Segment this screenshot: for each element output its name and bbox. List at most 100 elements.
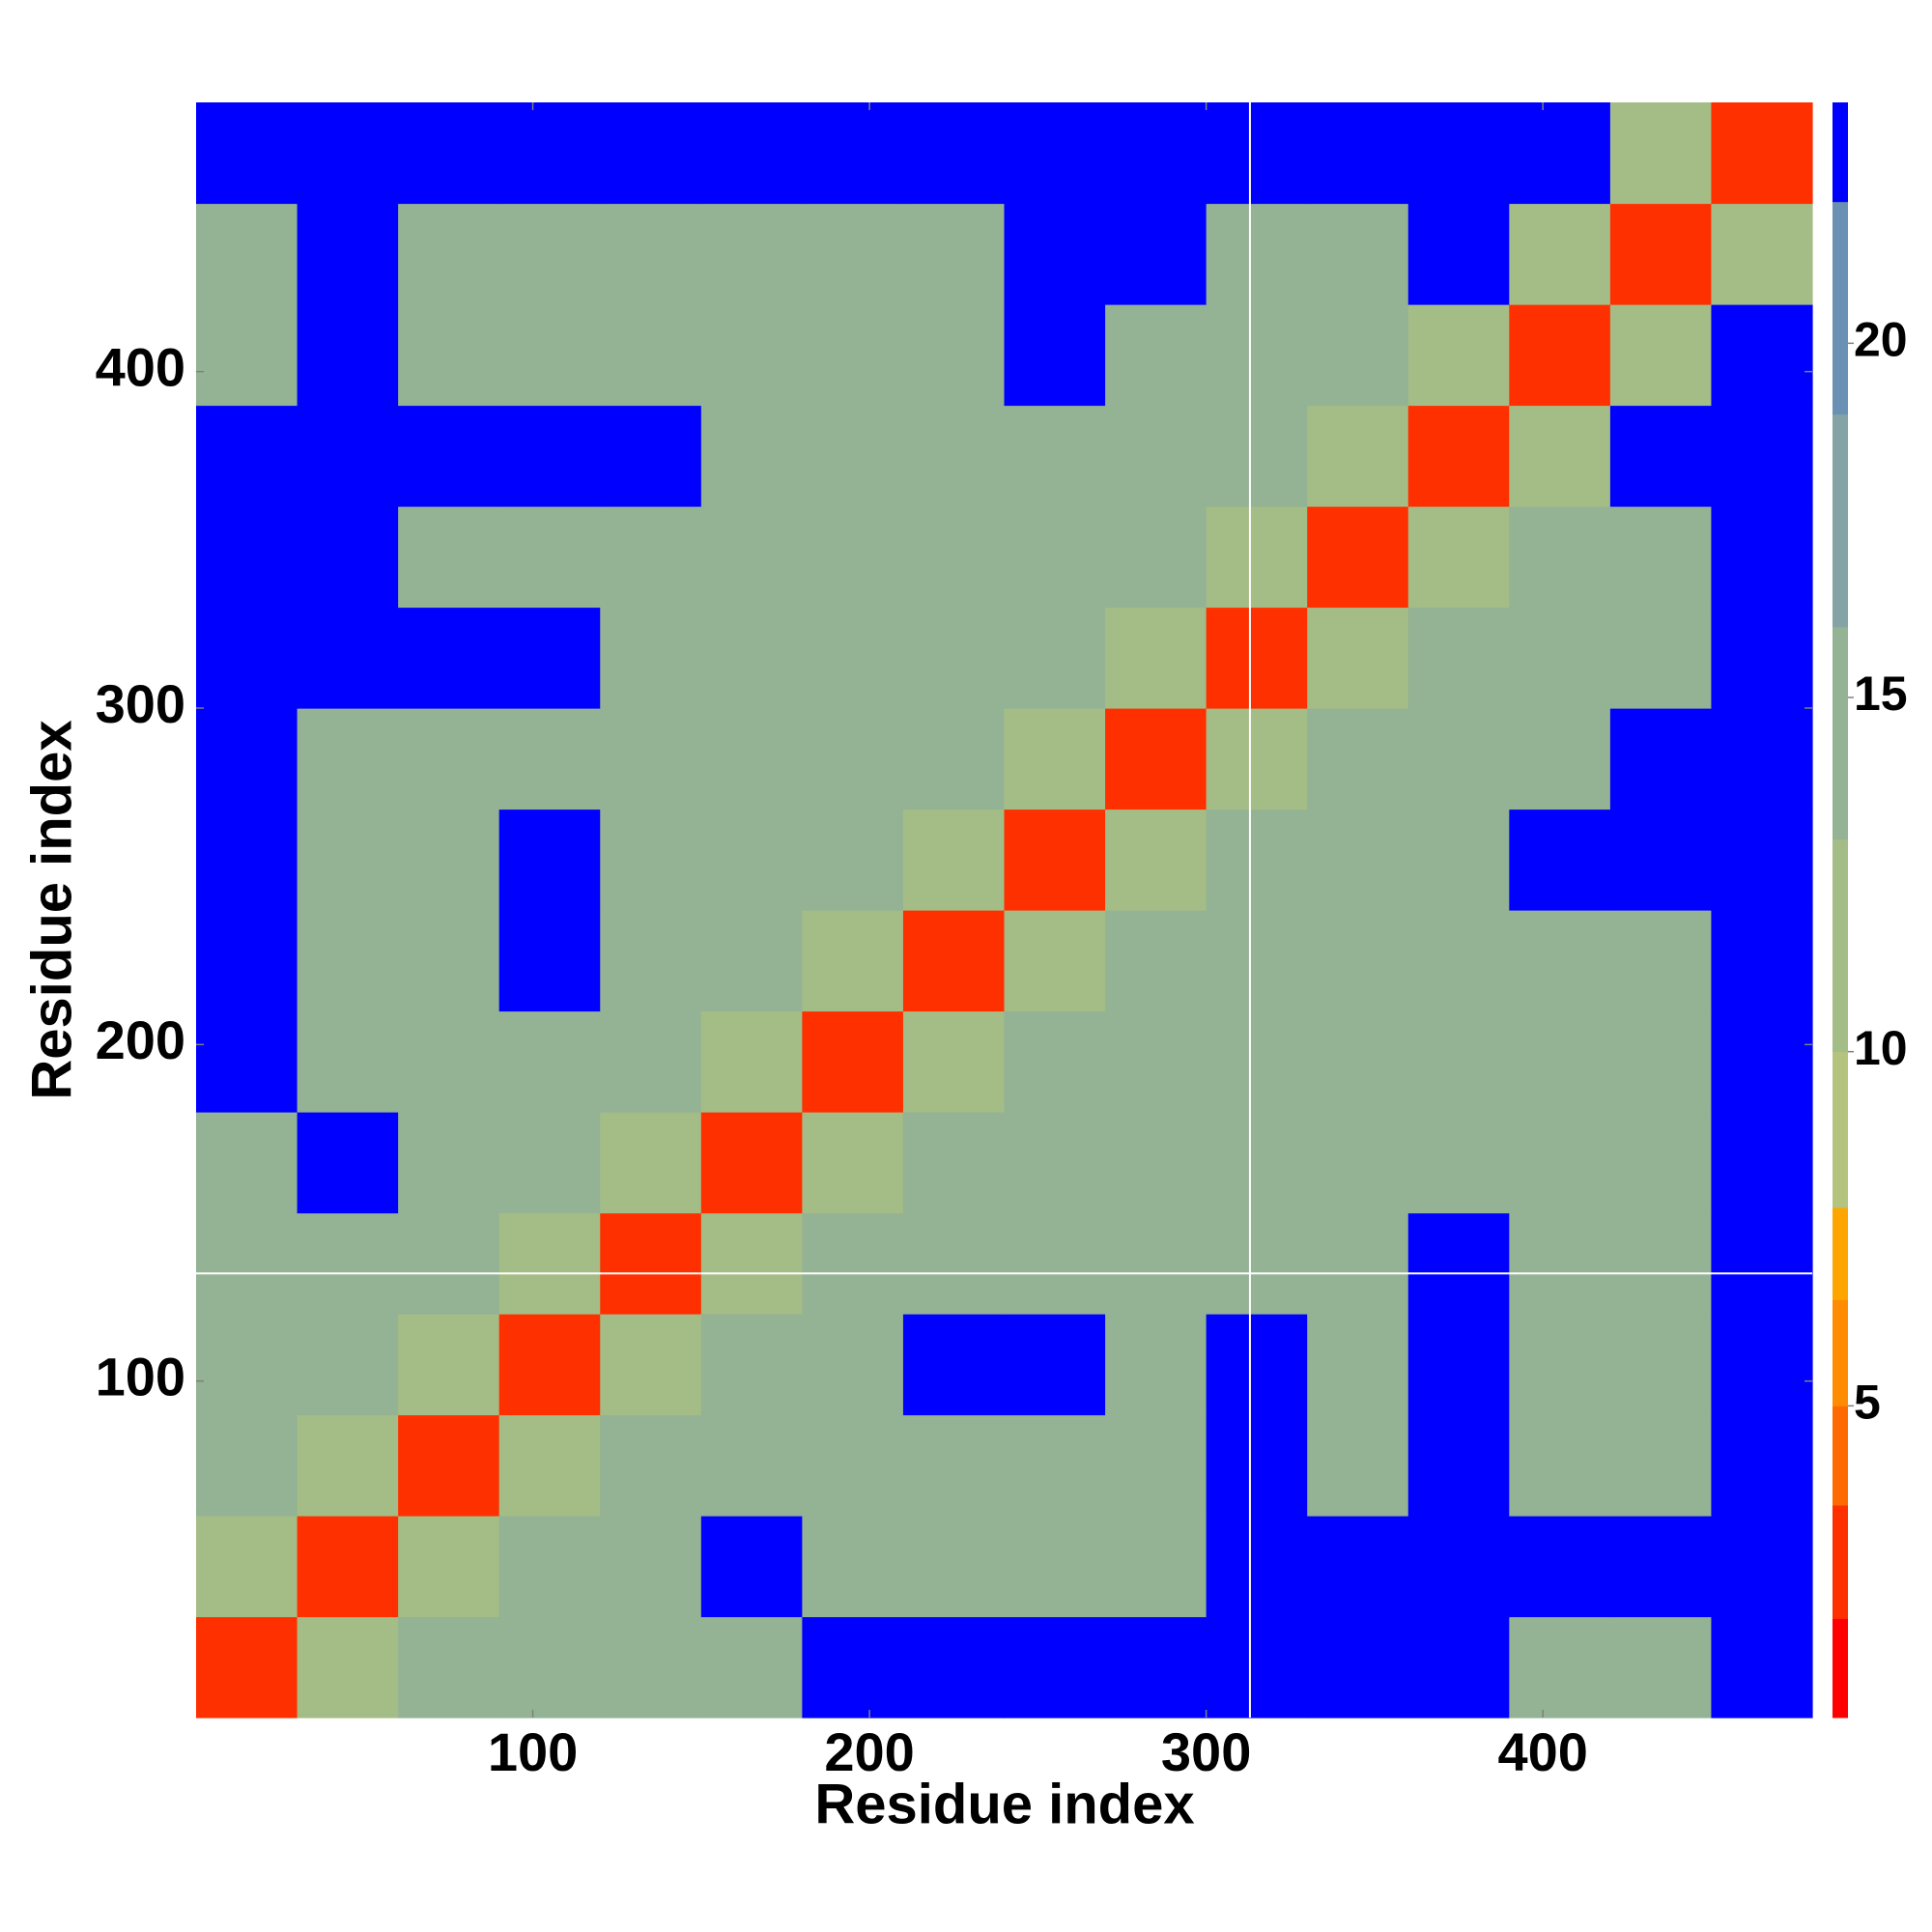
heatmap-cell (1609, 506, 1713, 609)
heatmap-cell (1509, 1010, 1611, 1113)
heatmap-cell (398, 1314, 500, 1416)
heatmap-cell (1105, 1112, 1208, 1214)
heatmap-cell (398, 1112, 500, 1214)
heatmap-cell (1509, 1516, 1611, 1618)
heatmap-cell (1407, 708, 1510, 810)
heatmap-cell (600, 1010, 702, 1113)
heatmap-cell (1609, 1516, 1713, 1618)
heatmap-cell (600, 910, 702, 1012)
heatmap-cell (398, 203, 500, 305)
x-tick-label: 100 (488, 1721, 578, 1782)
heatmap-cell (1711, 102, 1813, 205)
heatmap-cell (1509, 1314, 1611, 1416)
colorbar-band (1833, 1299, 1848, 1406)
heatmap-cell (1105, 102, 1208, 205)
y-tick-label: 200 (96, 1009, 185, 1070)
heatmap-cell (1206, 1112, 1308, 1214)
heatmap-cell (1105, 1010, 1208, 1113)
heatmap-cell (1407, 1414, 1510, 1517)
heatmap-cell (1307, 607, 1409, 709)
heatmap-cell (700, 1212, 803, 1315)
heatmap-cell (1509, 405, 1611, 507)
heatmap-cell (1509, 1112, 1611, 1214)
heatmap-cell (1004, 1112, 1106, 1214)
heatmap-cell (902, 203, 1006, 305)
overlay: 100 200 300 400 100 200 300 400 5 10 15 20 (96, 102, 1908, 1782)
heatmap-cell (1509, 102, 1611, 205)
heatmap-cell (600, 1112, 702, 1214)
heatmap-cell (1307, 203, 1409, 305)
heatmap-cell (1307, 910, 1409, 1012)
heatmap-cell (1407, 1010, 1510, 1113)
heatmap-cell (1509, 910, 1611, 1012)
heatmap-cell (700, 304, 803, 407)
heatmap-cell (196, 910, 298, 1012)
heatmap-cell (1307, 1616, 1409, 1719)
heatmap-cell (1206, 203, 1308, 305)
heatmap-cell (1004, 1314, 1106, 1416)
heatmap-cell (196, 304, 298, 407)
heatmap-cell (297, 1516, 399, 1618)
heatmap-cell (1711, 910, 1813, 1012)
heatmap-cell (902, 102, 1006, 205)
heatmap-cell (802, 1516, 904, 1618)
heatmap-cell (1307, 405, 1409, 507)
heatmap-cell (700, 1314, 803, 1416)
heatmap-cell (1509, 1616, 1611, 1719)
heatmap-cell (600, 405, 702, 507)
heatmap-cell (1004, 809, 1106, 911)
x-tick-label: 200 (824, 1721, 914, 1782)
colorbar-tick-label: 20 (1854, 313, 1908, 367)
heatmap-cell (802, 1616, 904, 1719)
heatmap-cell (196, 1414, 298, 1517)
x-tick-label: 400 (1497, 1721, 1587, 1782)
heatmap-cell (1711, 607, 1813, 709)
heatmap-cell (902, 910, 1006, 1012)
colorbar-tick-label: 5 (1854, 1376, 1881, 1430)
heatmap-cell (398, 607, 500, 709)
heatmap-cell (1105, 708, 1208, 810)
heatmap-cell (1609, 1212, 1713, 1315)
heatmap-cell (297, 405, 399, 507)
heatmap-cell (1609, 405, 1713, 507)
heatmap-cell (1711, 1616, 1813, 1719)
heatmap-cell (802, 607, 904, 709)
colorbar-tick-label: 10 (1854, 1021, 1908, 1075)
heatmap-cell (1206, 1414, 1308, 1517)
heatmap-cell (802, 1314, 904, 1416)
heatmap-cell (600, 506, 702, 609)
heatmap-cell (700, 607, 803, 709)
heatmap-cell (398, 1516, 500, 1618)
heatmap-cell (196, 1112, 298, 1214)
heatmap-cell (1609, 1616, 1713, 1719)
heatmap-cell (498, 1112, 601, 1214)
heatmap-cell (398, 405, 500, 507)
heatmap-cell (498, 607, 601, 709)
heatmap-cell (1509, 304, 1611, 407)
heatmap-cell (1307, 809, 1409, 911)
heatmap-cell (1609, 1112, 1713, 1214)
heatmap-cell (1509, 809, 1611, 911)
heatmap-cell (1004, 506, 1106, 609)
heatmap-cell (398, 1414, 500, 1517)
heatmap-cell (1004, 1516, 1106, 1618)
heatmap-cell (1206, 405, 1308, 507)
heatmap-cell (196, 102, 298, 205)
x-tick-label: 300 (1161, 1721, 1251, 1782)
heatmap-cell (398, 1616, 500, 1719)
heatmap-cell (1407, 910, 1510, 1012)
heatmap-cell (802, 506, 904, 609)
heatmap-cell (498, 304, 601, 407)
heatmap-cell (600, 102, 702, 205)
heatmap-cell (1407, 809, 1510, 911)
heatmap-cell (498, 506, 601, 609)
heatmap-cell (700, 910, 803, 1012)
heatmap-cell (297, 809, 399, 911)
heatmap-cell (700, 506, 803, 609)
heatmap-cell (700, 203, 803, 305)
heatmap-cell (1206, 1616, 1308, 1719)
heatmap-cell (1609, 910, 1713, 1012)
heatmap-cell (600, 304, 702, 407)
heatmap-cell (1609, 304, 1713, 407)
heatmap-cell (1004, 1010, 1106, 1113)
